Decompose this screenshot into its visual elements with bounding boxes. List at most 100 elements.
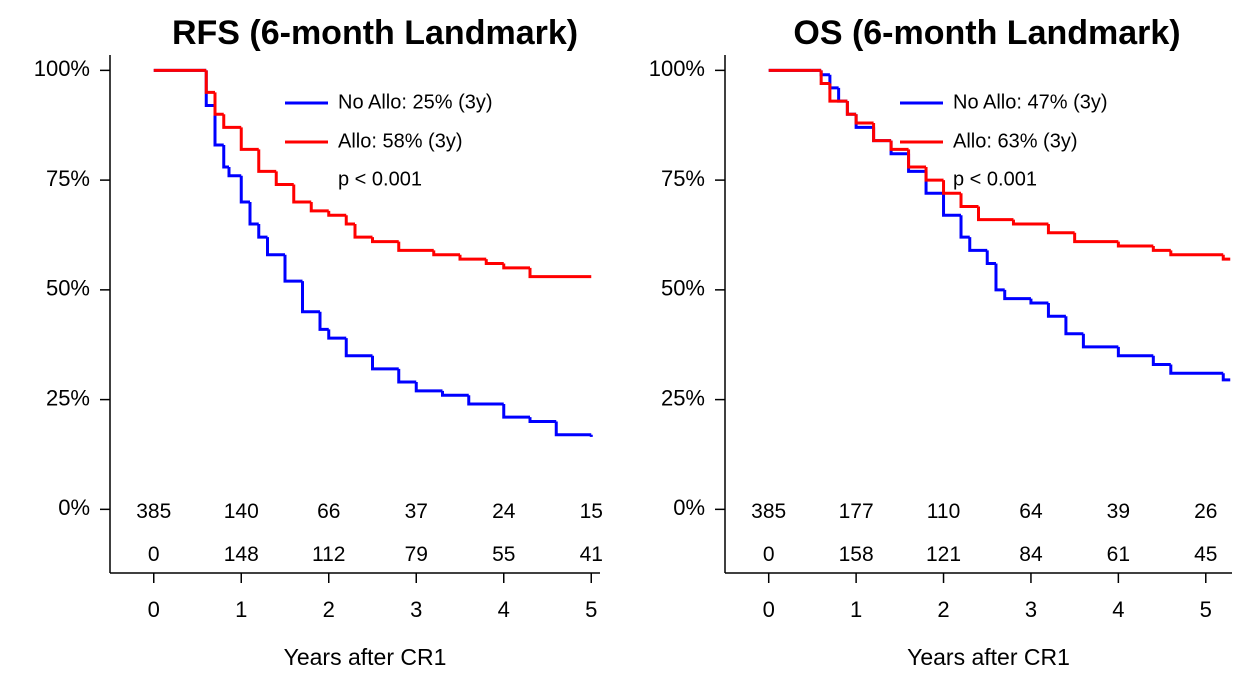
curve-step [414,382,443,393]
at-risk-count: 158 [839,543,874,566]
at-risk-count: 0 [763,543,775,566]
curve-step [502,403,530,419]
curve-step [353,224,373,239]
curve-step [1221,373,1231,382]
curve-step [257,224,268,239]
x-tick-label: 3 [1025,597,1037,622]
x-tick-label: 1 [235,597,247,622]
y-tick-label: 75% [661,166,705,191]
curve-step [292,184,312,204]
curve-step [1221,254,1231,261]
curve-step [959,215,970,239]
curve-step [1151,245,1171,252]
at-risk-count: 140 [224,500,259,523]
at-risk-count: 79 [405,543,428,566]
curve-step [327,329,347,340]
curve-step [994,263,1005,292]
curve-step [1003,289,1031,301]
curve-step [854,114,874,125]
y-tick-label: 50% [661,276,705,301]
at-risk-count: 0 [148,543,160,566]
legend-label: No Allo: 47% (3y) [953,91,1108,113]
curve-step [1064,316,1084,336]
y-tick-label: 25% [661,385,705,410]
at-risk-count: 61 [1107,543,1130,566]
x-axis-label: Years after CR1 [284,644,447,670]
at-risk-count: 112 [312,543,345,566]
legend-label: Allo: 58% (3y) [338,130,463,152]
at-risk-count: 64 [1019,500,1043,523]
y-tick-label: 75% [46,166,90,191]
curve-step [977,206,1014,222]
y-tick-label: 0% [673,495,705,520]
curve-step [1073,232,1119,244]
x-tick-label: 2 [323,597,335,622]
legend-label: Allo: 63% (3y) [953,130,1078,152]
curve-step [942,180,962,195]
curve-step [502,263,530,270]
curve-step [467,395,504,406]
curve-step [854,114,874,129]
at-risk-count: 177 [839,500,874,523]
curve-step [397,241,434,252]
curve-step [828,83,848,103]
curve-step [924,171,944,195]
curve-step [942,193,962,217]
at-risk-count: 148 [224,543,259,566]
curve-step [959,193,979,208]
y-tick-label: 50% [46,276,90,301]
x-tick-label: 1 [850,597,862,622]
p-value: p < 0.001 [953,168,1037,190]
curve-step [968,237,988,252]
at-risk-count: 385 [136,500,171,523]
x-tick-label: 5 [1200,597,1212,622]
at-risk-count: 39 [1107,500,1130,523]
y-tick-label: 25% [46,385,90,410]
chart-title: RFS (6-month Landmark) [172,14,578,52]
curve-step [819,70,830,86]
curve-step [283,254,303,283]
curve-step [1029,298,1049,305]
curve-step [528,267,592,279]
curve-step [872,127,892,143]
chart-title: OS (6-month Landmark) [793,14,1180,52]
x-tick-label: 0 [763,597,775,622]
curve-step [344,338,373,358]
curve-step [227,166,242,178]
curve-step [845,101,857,116]
curve-step [1011,219,1049,226]
curve-step [432,250,460,257]
at-risk-count: 84 [1019,543,1043,566]
legend-label: No Allo: 25% (3y) [338,91,493,113]
curve-step [344,215,355,226]
curve-step [309,202,329,213]
curve-step [213,92,224,116]
y-tick-label: 100% [649,56,705,81]
curve-step [1116,241,1154,248]
curve-step [1046,224,1075,235]
curve-step [907,153,927,173]
curve-step [222,144,229,169]
at-risk-count: 26 [1194,500,1217,523]
curve-step [318,311,329,331]
curve-step [907,149,927,169]
curve-step [1151,355,1171,366]
curve-step [554,421,592,437]
curve-step [239,175,250,204]
curve-step [528,417,557,424]
at-risk-count: 15 [580,500,603,523]
curve-step [889,140,909,151]
x-tick-label: 3 [410,597,422,622]
curve-step [985,250,996,266]
y-tick-label: 100% [34,56,90,81]
curve-step [872,123,892,143]
curve-step [1169,364,1224,375]
curve-step [266,237,285,257]
curve-step [301,281,320,314]
x-tick-label: 2 [937,597,949,622]
p-value: p < 0.001 [338,168,422,190]
x-tick-label: 4 [1112,597,1124,622]
curve-step [924,166,944,182]
at-risk-count: 37 [405,500,428,523]
